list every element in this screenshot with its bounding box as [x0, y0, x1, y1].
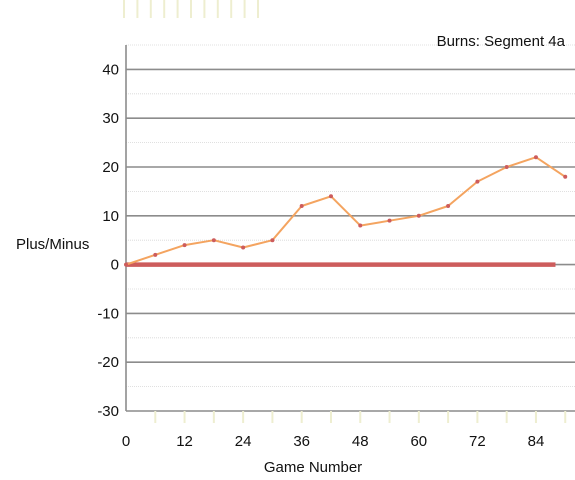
x-axis-minor-ticks	[154, 411, 567, 423]
series-line	[125, 156, 566, 266]
y-tick-label: 10	[102, 208, 119, 225]
series-layer	[124, 155, 568, 267]
chart-title: Burns: Segment 4a	[437, 33, 566, 50]
x-axis-title: Game Number	[264, 459, 362, 476]
y-axis-title: Plus/Minus	[16, 236, 89, 253]
data-point	[475, 179, 480, 184]
x-tick-label: 84	[528, 433, 545, 450]
x-tick-label: 48	[352, 433, 369, 450]
y-tick-label: 0	[111, 257, 119, 274]
data-point	[446, 204, 451, 209]
x-tick-label: 60	[410, 433, 427, 450]
data-point	[299, 204, 304, 209]
x-tick-label: 72	[469, 433, 486, 450]
x-tick-label: 12	[176, 433, 193, 450]
minor-gridlines	[126, 44, 575, 388]
data-point	[504, 165, 509, 169]
x-tick-label: 0	[122, 433, 130, 450]
y-tick-label: 30	[102, 110, 119, 127]
x-axis-tick-labels: 0 12 24 36 48 60 72 84	[122, 433, 544, 450]
data-point	[358, 223, 363, 228]
y-tick-label: -30	[97, 403, 119, 420]
data-point	[416, 213, 421, 218]
data-point	[387, 218, 392, 223]
data-point	[533, 155, 538, 160]
data-point	[270, 238, 275, 243]
y-axis-tick-labels: -30 -20 -10 0 10 20 30 40	[97, 61, 119, 420]
x-tick-label: 36	[293, 433, 310, 450]
y-tick-label: 40	[102, 61, 119, 78]
data-point	[241, 245, 246, 250]
y-tick-label: -10	[97, 305, 119, 322]
x-tick-label: 24	[235, 433, 252, 450]
data-point	[182, 243, 187, 248]
y-tick-label: 20	[102, 159, 119, 176]
top-tick-marks	[123, 0, 259, 18]
y-tick-label: -20	[97, 354, 119, 371]
data-point	[211, 238, 216, 243]
data-point	[563, 174, 568, 179]
data-point	[153, 252, 158, 257]
data-point	[328, 194, 333, 199]
data-point	[124, 262, 128, 267]
